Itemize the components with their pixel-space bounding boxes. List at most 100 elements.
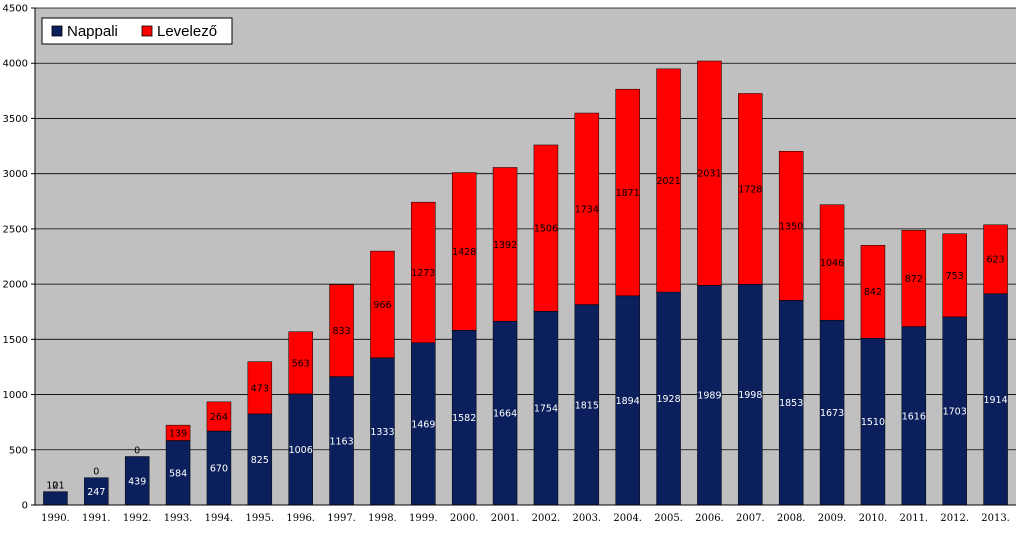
bar-segment [411, 342, 436, 506]
y-tick-label: 3000 [3, 169, 28, 180]
x-tick-label: 2009. [818, 513, 847, 524]
data-label: 1006 [289, 445, 313, 456]
data-label: 825 [251, 455, 269, 466]
bar-segment [329, 284, 354, 377]
bar-segment [165, 424, 191, 441]
data-label: 966 [373, 300, 391, 311]
data-label: 1998 [738, 390, 762, 401]
data-label: 1914 [983, 395, 1007, 406]
x-tick-label: 2007. [736, 513, 765, 524]
data-label: 833 [332, 326, 350, 337]
x-axis-ticks: 1990. 1991. 1992. 1993. 1994. 1995. 1996. 1997.… [41, 513, 1010, 524]
x-tick-label: 1990. [41, 513, 70, 524]
bar-segment [329, 376, 354, 506]
x-tick-label: 1994. [205, 513, 234, 524]
x-tick-label: 1993. [164, 513, 193, 524]
bars [43, 60, 1008, 506]
data-label: 1046 [820, 258, 844, 269]
bar-segment [697, 285, 722, 506]
y-tick-label: 4000 [3, 59, 28, 70]
data-label: 1928 [656, 394, 680, 405]
data-label: 121 [46, 481, 64, 492]
data-label: 1815 [575, 400, 599, 411]
data-label: 1664 [493, 409, 517, 420]
bar-segment [370, 357, 395, 506]
x-tick-label: 2006. [695, 513, 724, 524]
data-label: 1894 [616, 396, 640, 407]
data-label: 1673 [820, 408, 844, 419]
data-label: 2031 [697, 169, 721, 180]
bar-segment [942, 233, 967, 318]
data-labels: 1210247043905841396702648254731006563116… [46, 169, 1007, 498]
x-tick-label: 2013. [981, 513, 1010, 524]
data-label: 1616 [902, 411, 926, 422]
data-label: 1510 [861, 417, 885, 428]
data-label: 842 [864, 287, 882, 298]
bar-segment [206, 430, 232, 506]
bar-segment [615, 295, 640, 506]
x-tick-label: 2001. [491, 513, 520, 524]
bar-segment [492, 167, 518, 322]
data-label: 1469 [411, 419, 435, 430]
bar-segment [819, 204, 845, 321]
legend-box [41, 17, 233, 45]
bar-segment [247, 413, 273, 506]
bar-segment [819, 319, 845, 506]
data-label: 1728 [738, 184, 762, 195]
legend-entry: Levelező [157, 23, 217, 40]
bar-segment [206, 401, 232, 432]
bar-segment [901, 229, 927, 327]
bar-segment [574, 304, 600, 506]
x-tick-label: 2012. [940, 513, 969, 524]
data-label: 563 [292, 358, 310, 369]
data-label: 670 [210, 464, 228, 475]
x-tick-label: 1998. [368, 513, 397, 524]
bar-segment [411, 201, 436, 344]
bar-segment [533, 144, 559, 312]
y-tick-label: 1500 [3, 335, 28, 346]
data-label: 1989 [697, 391, 721, 402]
data-label: 1754 [534, 404, 558, 415]
legend: Nappali Levelező [41, 17, 233, 45]
data-label: 1428 [452, 247, 476, 258]
plot-area [35, 8, 1016, 505]
legend-entry: Nappali [67, 23, 118, 40]
bar-segment [615, 88, 640, 297]
x-tick-label: 2008. [777, 513, 806, 524]
bar-segment [84, 477, 109, 506]
x-tick-label: 1995. [245, 513, 274, 524]
data-label: 872 [905, 274, 923, 285]
data-label: 0 [134, 446, 140, 457]
y-tick-label: 4500 [3, 4, 28, 15]
data-label: 0 [93, 467, 99, 478]
x-tick-label: 2000. [450, 513, 479, 524]
data-label: 1853 [779, 398, 803, 409]
x-tick-label: 1997. [327, 513, 356, 524]
x-tick-label: 1992. [123, 513, 152, 524]
data-label: 1703 [943, 406, 967, 417]
bar-segment [247, 361, 273, 415]
y-tick-label: 2500 [3, 224, 28, 235]
bar-segment [124, 456, 150, 506]
x-tick-label: 1991. [82, 513, 111, 524]
bar-segment [288, 331, 313, 395]
data-label: 1506 [534, 224, 558, 235]
bar-segment [983, 224, 1008, 294]
data-label: 1273 [411, 268, 435, 279]
bar-segment [288, 393, 313, 506]
bar-segment [574, 112, 600, 305]
bar-segment [860, 244, 886, 339]
data-label: 139 [169, 428, 187, 439]
bar-segment [778, 300, 804, 506]
y-axis-ticks: 0 500 1000 1500 2000 2500 3000 3500 4000 4500 [3, 4, 35, 512]
data-label: 0 [52, 481, 58, 492]
data-label: 623 [986, 255, 1004, 266]
data-label: 2021 [656, 176, 680, 187]
data-label: 1734 [575, 204, 599, 215]
y-tick-label: 0 [22, 501, 28, 512]
x-tick-label: 2003. [572, 513, 601, 524]
x-tick-label: 2004. [613, 513, 642, 524]
y-tick-label: 500 [9, 445, 28, 456]
x-tick-label: 2010. [859, 513, 888, 524]
